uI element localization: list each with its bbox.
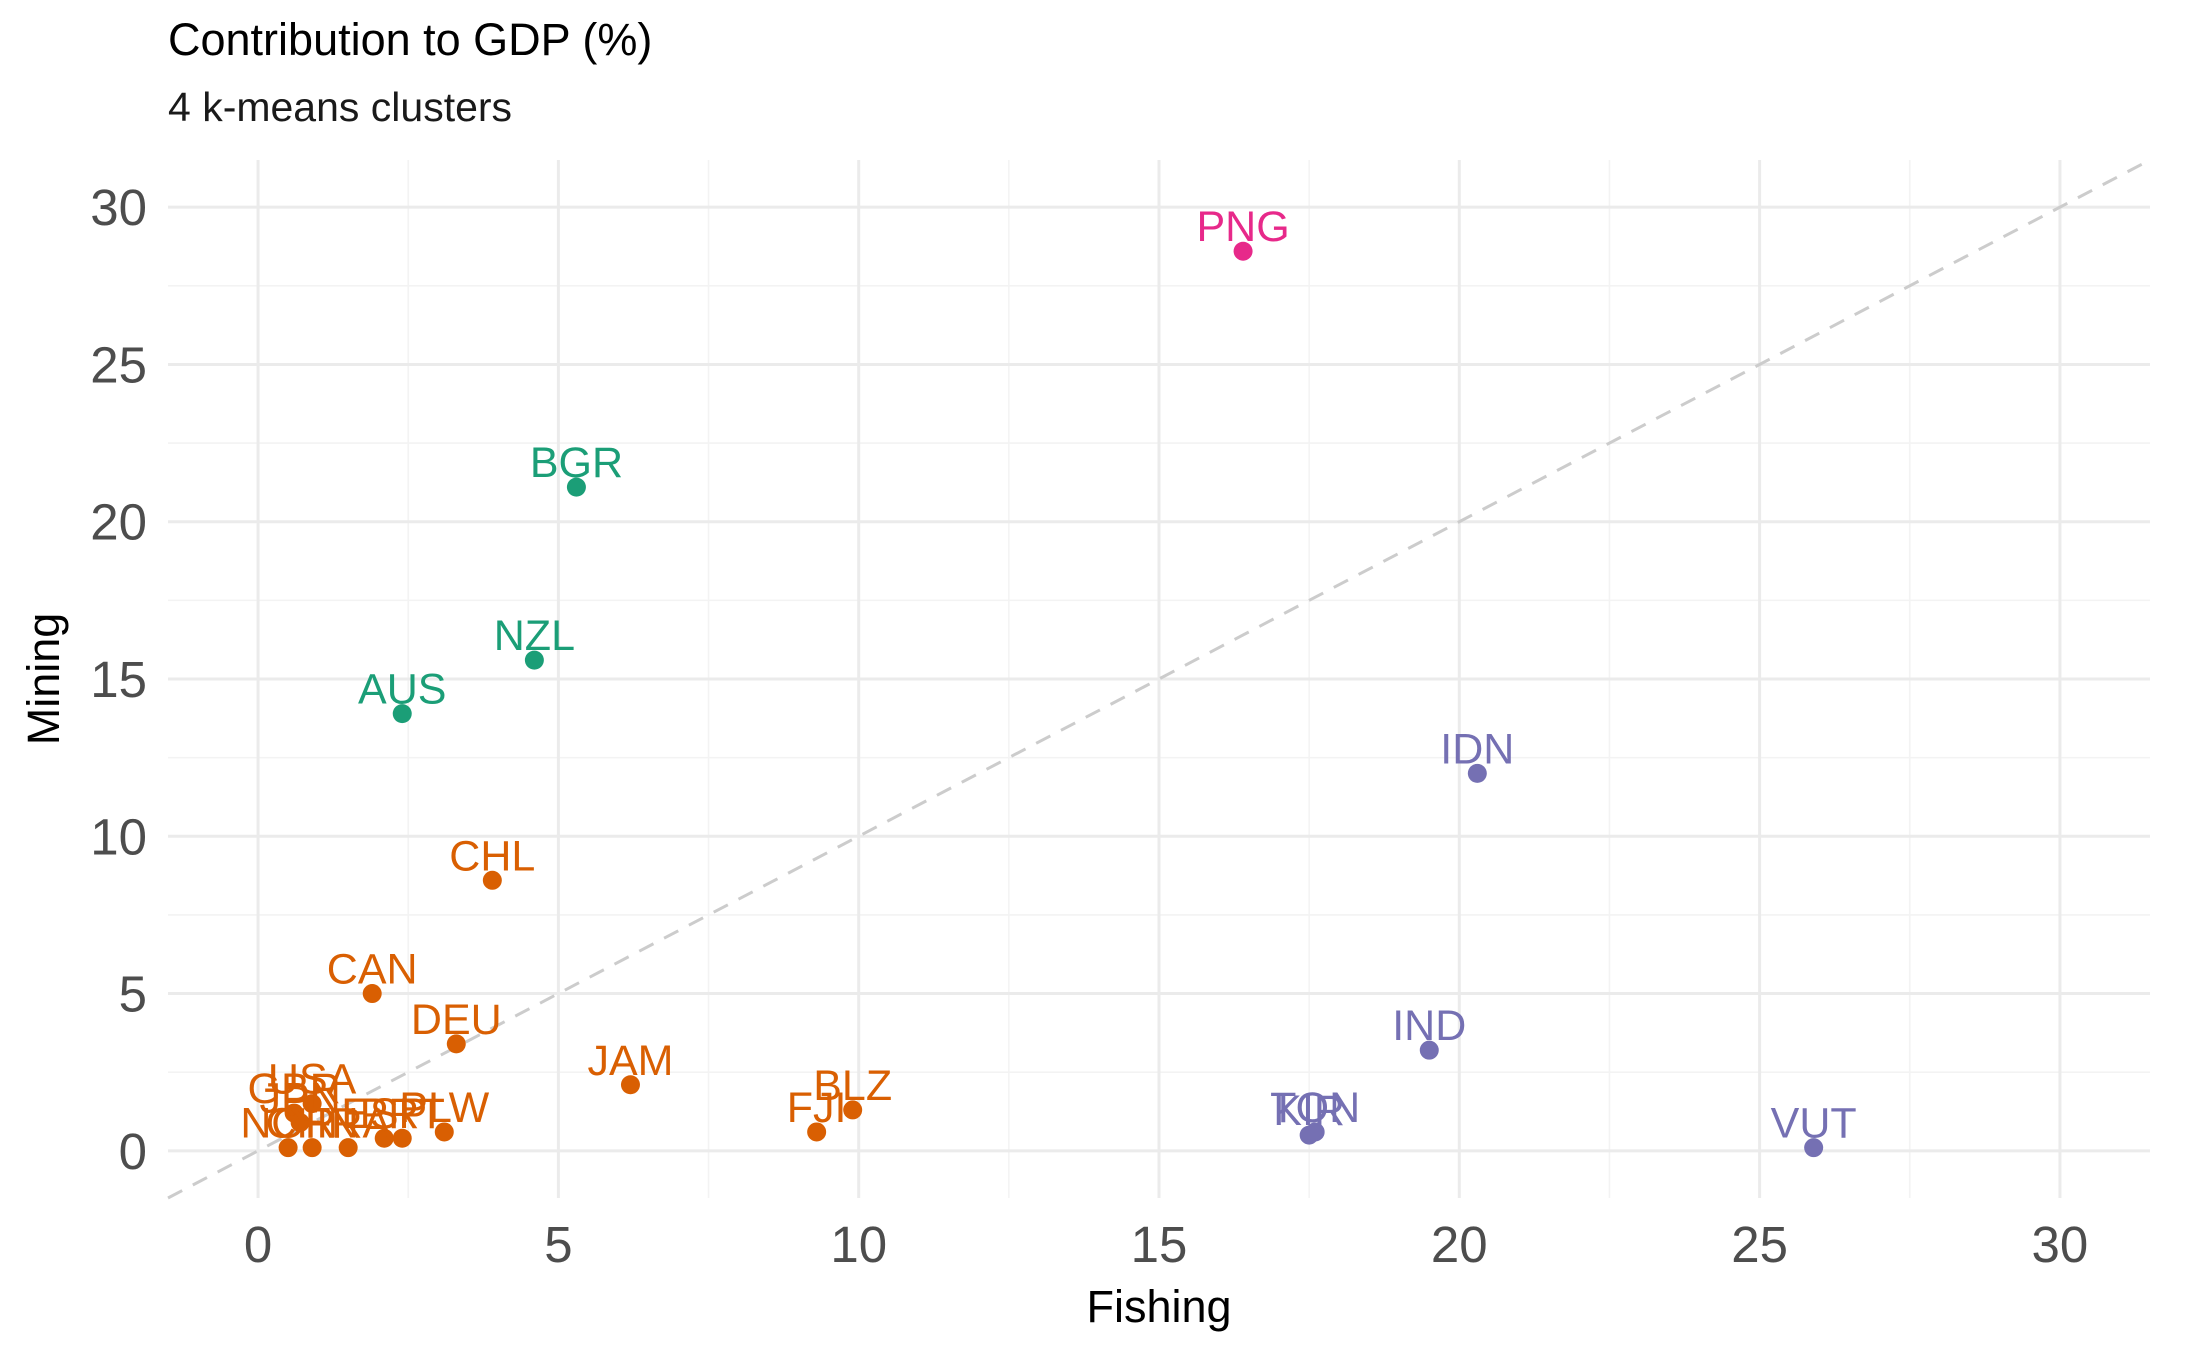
data-point bbox=[1299, 1125, 1319, 1145]
data-label: BGR bbox=[530, 439, 623, 487]
data-label: NZL bbox=[494, 612, 575, 660]
data-point bbox=[807, 1122, 827, 1142]
y-tick-label: 15 bbox=[90, 651, 147, 708]
data-label: BLZ bbox=[813, 1062, 892, 1110]
data-label: JPN bbox=[260, 1075, 341, 1123]
data-label: USA bbox=[268, 1056, 357, 1104]
data-label: PRT bbox=[360, 1090, 445, 1138]
data-label: PNG bbox=[1196, 203, 1289, 251]
data-label: FJI bbox=[787, 1084, 847, 1132]
data-label: CHN bbox=[266, 1100, 359, 1148]
chart-subtitle: 4 k-means clusters bbox=[168, 84, 513, 130]
y-tick-label: 10 bbox=[90, 808, 147, 865]
data-point bbox=[446, 1034, 466, 1054]
x-tick-label: 25 bbox=[1731, 1216, 1788, 1273]
data-label: TON bbox=[1270, 1084, 1360, 1132]
data-label: IDN bbox=[1440, 725, 1514, 773]
y-tick-label: 25 bbox=[90, 336, 147, 393]
data-label: FRA bbox=[305, 1100, 391, 1148]
y-tick-label: 5 bbox=[119, 966, 147, 1023]
x-tick-label: 30 bbox=[2032, 1216, 2089, 1273]
x-tick-label: 10 bbox=[830, 1216, 887, 1273]
data-point bbox=[1419, 1040, 1439, 1060]
data-point bbox=[302, 1094, 322, 1114]
x-axis-title: Fishing bbox=[1086, 1281, 1231, 1332]
data-point bbox=[392, 704, 412, 724]
data-point bbox=[482, 870, 502, 890]
x-tick-label: 0 bbox=[244, 1216, 272, 1273]
data-label: IND bbox=[1392, 1002, 1466, 1050]
y-tick-label: 30 bbox=[90, 179, 147, 236]
x-tick-label: 20 bbox=[1431, 1216, 1488, 1273]
data-point bbox=[290, 1113, 310, 1133]
chart-title: Contribution to GDP (%) bbox=[168, 14, 653, 65]
data-label: CHL bbox=[449, 832, 535, 880]
data-label: PLW bbox=[399, 1084, 489, 1132]
data-label: JAM bbox=[587, 1037, 673, 1085]
data-label: VUT bbox=[1771, 1100, 1857, 1148]
data-point bbox=[620, 1075, 640, 1095]
data-label: GBR bbox=[248, 1065, 341, 1113]
data-label: NOR bbox=[240, 1100, 336, 1148]
data-label: ESP bbox=[341, 1090, 427, 1138]
data-label: AUS bbox=[358, 666, 446, 714]
data-point bbox=[392, 1128, 412, 1148]
x-tick-label: 15 bbox=[1131, 1216, 1188, 1273]
data-point bbox=[1804, 1138, 1824, 1158]
data-point bbox=[278, 1138, 298, 1158]
data-point bbox=[434, 1122, 454, 1142]
y-tick-label: 20 bbox=[90, 494, 147, 551]
data-point bbox=[362, 984, 382, 1004]
data-point bbox=[524, 650, 544, 670]
data-label: DEU bbox=[411, 996, 502, 1044]
data-point bbox=[338, 1138, 358, 1158]
data-point bbox=[843, 1100, 863, 1120]
data-point bbox=[374, 1128, 394, 1148]
data-point bbox=[1467, 763, 1487, 783]
data-point bbox=[302, 1138, 322, 1158]
data-label: CAN bbox=[327, 946, 418, 994]
data-point bbox=[1233, 241, 1253, 261]
x-tick-label: 5 bbox=[544, 1216, 572, 1273]
reference-line-y-equals-x bbox=[167, 158, 2151, 1200]
y-tick-label: 0 bbox=[119, 1123, 147, 1180]
data-label: KIR bbox=[1273, 1087, 1345, 1135]
data-point bbox=[566, 477, 586, 497]
y-axis-title: Mining bbox=[18, 613, 69, 746]
